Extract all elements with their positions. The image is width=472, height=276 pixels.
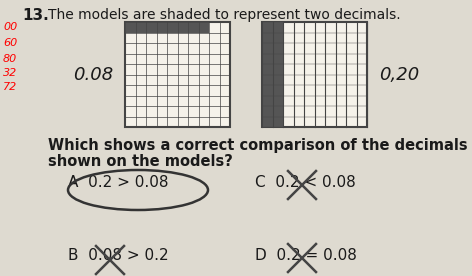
Bar xyxy=(177,22,188,33)
Text: 80: 80 xyxy=(3,54,17,64)
Bar xyxy=(125,22,230,127)
Text: 32: 32 xyxy=(3,68,17,78)
Text: B  0.08 > 0.2: B 0.08 > 0.2 xyxy=(68,248,169,263)
Text: Which shows a correct comparison of the decimals: Which shows a correct comparison of the … xyxy=(48,138,468,153)
Bar xyxy=(262,22,272,127)
Text: shown on the models?: shown on the models? xyxy=(48,154,233,169)
Text: 60: 60 xyxy=(3,38,17,48)
Bar xyxy=(125,22,135,33)
Bar xyxy=(262,22,367,127)
Bar xyxy=(157,22,167,33)
Text: 0.08: 0.08 xyxy=(73,65,113,84)
Text: 00: 00 xyxy=(3,22,17,32)
Text: A  0.2 > 0.08: A 0.2 > 0.08 xyxy=(68,175,169,190)
Bar xyxy=(167,22,177,33)
Text: 0,20: 0,20 xyxy=(379,65,419,84)
Bar xyxy=(188,22,199,33)
Bar xyxy=(135,22,146,33)
Text: 72: 72 xyxy=(3,82,17,92)
Bar xyxy=(272,22,283,127)
Text: The models are shaded to represent two decimals.: The models are shaded to represent two d… xyxy=(48,8,401,22)
Bar xyxy=(146,22,157,33)
Text: C  0.2 < 0.08: C 0.2 < 0.08 xyxy=(255,175,356,190)
Text: D  0.2 = 0.08: D 0.2 = 0.08 xyxy=(255,248,357,263)
Bar xyxy=(199,22,209,33)
Text: 13.: 13. xyxy=(22,8,49,23)
